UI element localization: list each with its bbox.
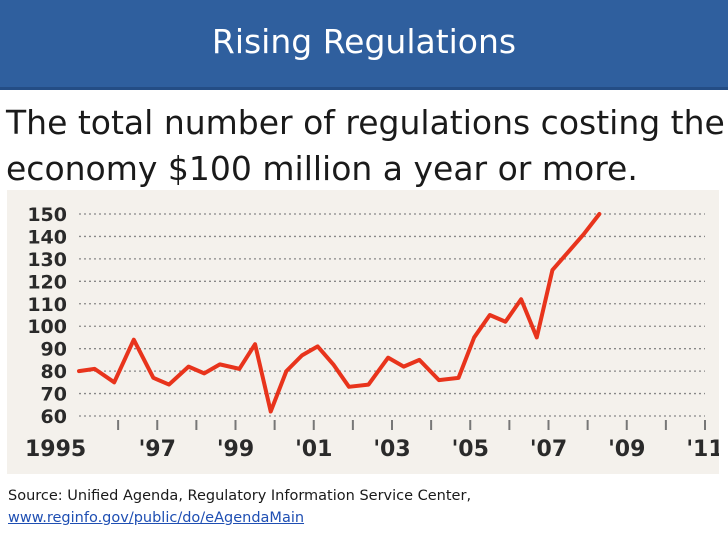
x-tick-label-03: '03 [373,437,410,462]
source-link[interactable]: www.reginfo.gov/public/do/eAgendaMain [8,510,305,526]
x-tick-label-05: '05 [452,437,489,462]
slide-title: Rising Regulations [211,22,517,61]
x-tick-label-11: '11 [686,437,719,462]
series-line-0 [77,212,602,414]
source-text: Source: Unified Agenda, Regulatory Infor… [8,488,472,504]
y-tick-label-80: 80 [41,361,67,383]
title-bar: Rising Regulations [0,0,728,90]
x-tick-label-07: '07 [530,437,567,462]
y-tick-label-150: 150 [27,204,67,226]
y-tick-label-70: 70 [41,384,67,406]
y-tick-label-60: 60 [41,406,67,428]
y-tick-label-110: 110 [27,294,67,316]
grid-layer [79,213,705,417]
tick-layer [117,420,706,430]
x-tick-label-01: '01 [295,437,332,462]
y-tick-label-130: 130 [27,249,67,271]
chart-area: 60 70 80 90 100 110 120 130 140 150 1995 '97 '99 '01 '… [7,190,719,474]
y-tick-label-140: 140 [27,226,67,248]
x-tick-label-99: '99 [217,437,254,462]
x-tick-label-97: '97 [139,437,176,462]
x-tick-label-09: '09 [608,437,645,462]
series-layer [77,212,602,414]
slide-subtitle: The total number of regulations costing … [6,103,725,188]
y-tick-label-100: 100 [27,316,67,338]
y-tick-label-90: 90 [41,339,67,361]
x-tick-label-1995: 1995 [25,437,86,462]
y-tick-label-120: 120 [27,271,67,293]
